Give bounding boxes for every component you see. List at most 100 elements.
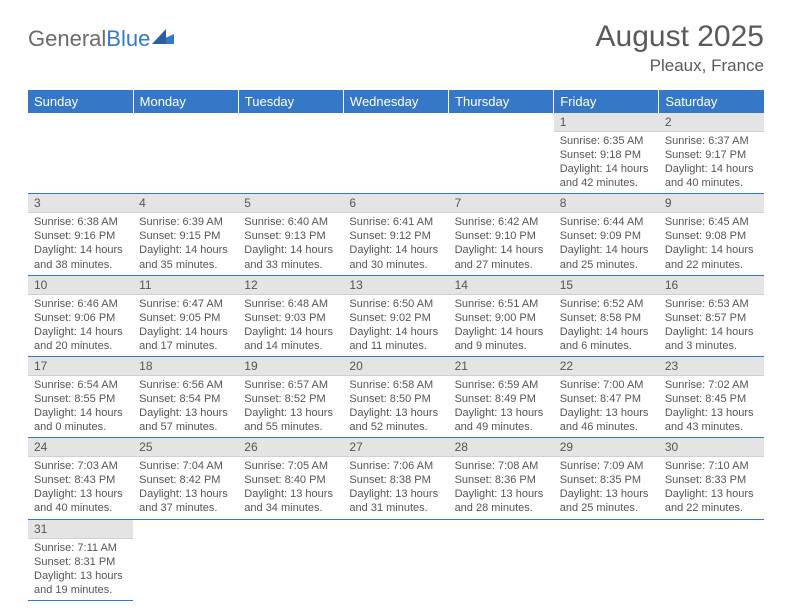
sunset: Sunset: 9:12 PM	[349, 229, 442, 243]
day-number: 1	[554, 113, 659, 132]
daylight-2: and 30 minutes.	[349, 258, 442, 272]
daylight-1: Daylight: 13 hours	[34, 569, 127, 583]
daylight-1: Daylight: 13 hours	[665, 487, 758, 501]
daylight-1: Daylight: 13 hours	[349, 487, 442, 501]
day-details: Sunrise: 6:46 AMSunset: 9:06 PMDaylight:…	[28, 295, 133, 356]
day-number: 26	[238, 438, 343, 457]
calendar-empty	[28, 113, 133, 194]
sunrise: Sunrise: 7:02 AM	[665, 378, 758, 392]
day-details: Sunrise: 7:05 AMSunset: 8:40 PMDaylight:…	[238, 457, 343, 518]
daylight-1: Daylight: 14 hours	[665, 162, 758, 176]
daylight-2: and 25 minutes.	[560, 258, 653, 272]
day-number: 10	[28, 276, 133, 295]
day-number: 19	[238, 357, 343, 376]
daylight-2: and 3 minutes.	[665, 339, 758, 353]
day-details: Sunrise: 6:40 AMSunset: 9:13 PMDaylight:…	[238, 213, 343, 274]
daylight-2: and 27 minutes.	[455, 258, 548, 272]
sunset: Sunset: 8:31 PM	[34, 555, 127, 569]
daylight-2: and 33 minutes.	[244, 258, 337, 272]
sunrise: Sunrise: 7:11 AM	[34, 541, 127, 555]
day-number: 12	[238, 276, 343, 295]
calendar-day: 31Sunrise: 7:11 AMSunset: 8:31 PMDayligh…	[28, 519, 133, 600]
sunset: Sunset: 8:49 PM	[455, 392, 548, 406]
daylight-1: Daylight: 14 hours	[244, 325, 337, 339]
calendar-week: 1Sunrise: 6:35 AMSunset: 9:18 PMDaylight…	[28, 113, 764, 194]
daylight-1: Daylight: 13 hours	[244, 406, 337, 420]
sunset: Sunset: 8:50 PM	[349, 392, 442, 406]
daylight-2: and 37 minutes.	[139, 501, 232, 515]
calendar-day: 9Sunrise: 6:45 AMSunset: 9:08 PMDaylight…	[659, 194, 764, 275]
sunset: Sunset: 8:42 PM	[139, 473, 232, 487]
day-number: 9	[659, 194, 764, 213]
sunset: Sunset: 8:43 PM	[34, 473, 127, 487]
day-details: Sunrise: 6:39 AMSunset: 9:15 PMDaylight:…	[133, 213, 238, 274]
calendar-day: 25Sunrise: 7:04 AMSunset: 8:42 PMDayligh…	[133, 438, 238, 519]
sunset: Sunset: 9:06 PM	[34, 311, 127, 325]
sunset: Sunset: 8:58 PM	[560, 311, 653, 325]
day-details: Sunrise: 7:00 AMSunset: 8:47 PMDaylight:…	[554, 376, 659, 437]
sunset: Sunset: 8:33 PM	[665, 473, 758, 487]
daylight-1: Daylight: 14 hours	[244, 243, 337, 257]
day-number: 4	[133, 194, 238, 213]
calendar-day: 11Sunrise: 6:47 AMSunset: 9:05 PMDayligh…	[133, 275, 238, 356]
sunset: Sunset: 9:18 PM	[560, 148, 653, 162]
daylight-2: and 6 minutes.	[560, 339, 653, 353]
day-details: Sunrise: 7:11 AMSunset: 8:31 PMDaylight:…	[28, 539, 133, 600]
sunset: Sunset: 9:17 PM	[665, 148, 758, 162]
logo-text-1: General	[28, 26, 106, 52]
weekday-header: Monday	[133, 90, 238, 113]
calendar-empty	[554, 519, 659, 600]
daylight-1: Daylight: 13 hours	[455, 487, 548, 501]
calendar-empty	[343, 519, 448, 600]
day-details: Sunrise: 7:02 AMSunset: 8:45 PMDaylight:…	[659, 376, 764, 437]
daylight-1: Daylight: 14 hours	[139, 243, 232, 257]
day-details: Sunrise: 6:38 AMSunset: 9:16 PMDaylight:…	[28, 213, 133, 274]
calendar-day: 8Sunrise: 6:44 AMSunset: 9:09 PMDaylight…	[554, 194, 659, 275]
daylight-1: Daylight: 14 hours	[34, 325, 127, 339]
day-number: 8	[554, 194, 659, 213]
sunrise: Sunrise: 6:42 AM	[455, 215, 548, 229]
weekday-header: Wednesday	[343, 90, 448, 113]
calendar-day: 7Sunrise: 6:42 AMSunset: 9:10 PMDaylight…	[449, 194, 554, 275]
sunrise: Sunrise: 7:09 AM	[560, 459, 653, 473]
logo-text-2: Blue	[106, 26, 150, 52]
daylight-1: Daylight: 14 hours	[665, 243, 758, 257]
sunset: Sunset: 8:40 PM	[244, 473, 337, 487]
calendar-day: 13Sunrise: 6:50 AMSunset: 9:02 PMDayligh…	[343, 275, 448, 356]
calendar-day: 29Sunrise: 7:09 AMSunset: 8:35 PMDayligh…	[554, 438, 659, 519]
sunrise: Sunrise: 6:58 AM	[349, 378, 442, 392]
sunrise: Sunrise: 6:50 AM	[349, 297, 442, 311]
logo-flag-icon	[152, 28, 176, 46]
day-details: Sunrise: 7:08 AMSunset: 8:36 PMDaylight:…	[449, 457, 554, 518]
daylight-2: and 57 minutes.	[139, 420, 232, 434]
sunset: Sunset: 9:08 PM	[665, 229, 758, 243]
day-number: 29	[554, 438, 659, 457]
day-details: Sunrise: 6:59 AMSunset: 8:49 PMDaylight:…	[449, 376, 554, 437]
header: GeneralBlue August 2025 Pleaux, France	[28, 20, 764, 76]
calendar-day: 21Sunrise: 6:59 AMSunset: 8:49 PMDayligh…	[449, 356, 554, 437]
calendar-week: 31Sunrise: 7:11 AMSunset: 8:31 PMDayligh…	[28, 519, 764, 600]
day-details: Sunrise: 6:45 AMSunset: 9:08 PMDaylight:…	[659, 213, 764, 274]
day-details: Sunrise: 6:52 AMSunset: 8:58 PMDaylight:…	[554, 295, 659, 356]
calendar-day: 10Sunrise: 6:46 AMSunset: 9:06 PMDayligh…	[28, 275, 133, 356]
daylight-1: Daylight: 13 hours	[139, 406, 232, 420]
calendar-day: 18Sunrise: 6:56 AMSunset: 8:54 PMDayligh…	[133, 356, 238, 437]
daylight-2: and 31 minutes.	[349, 501, 442, 515]
day-number: 22	[554, 357, 659, 376]
day-details: Sunrise: 7:06 AMSunset: 8:38 PMDaylight:…	[343, 457, 448, 518]
day-number: 17	[28, 357, 133, 376]
day-number: 5	[238, 194, 343, 213]
daylight-1: Daylight: 14 hours	[349, 325, 442, 339]
calendar-day: 26Sunrise: 7:05 AMSunset: 8:40 PMDayligh…	[238, 438, 343, 519]
calendar-day: 6Sunrise: 6:41 AMSunset: 9:12 PMDaylight…	[343, 194, 448, 275]
daylight-2: and 17 minutes.	[139, 339, 232, 353]
calendar-day: 16Sunrise: 6:53 AMSunset: 8:57 PMDayligh…	[659, 275, 764, 356]
daylight-2: and 43 minutes.	[665, 420, 758, 434]
sunrise: Sunrise: 6:59 AM	[455, 378, 548, 392]
sunrise: Sunrise: 7:06 AM	[349, 459, 442, 473]
sunset: Sunset: 9:13 PM	[244, 229, 337, 243]
day-number: 11	[133, 276, 238, 295]
day-details: Sunrise: 7:09 AMSunset: 8:35 PMDaylight:…	[554, 457, 659, 518]
day-details: Sunrise: 7:03 AMSunset: 8:43 PMDaylight:…	[28, 457, 133, 518]
day-number: 27	[343, 438, 448, 457]
